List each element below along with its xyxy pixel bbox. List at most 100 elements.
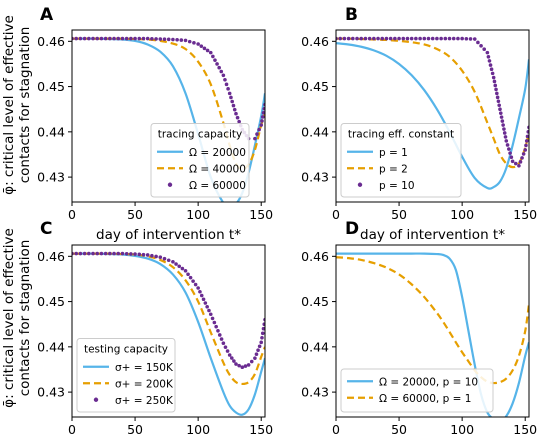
series-point [120, 36, 125, 41]
y-tick-label: 0.46 [37, 34, 65, 49]
series-point [199, 293, 204, 298]
y-tick-label: 0.46 [301, 34, 329, 49]
series-point [78, 251, 83, 256]
series-point [495, 95, 500, 100]
y-axis-title-bottom: φ̄: critical level of effective contacts… [1, 228, 33, 408]
series-point [456, 36, 460, 41]
series-point [430, 36, 435, 41]
legend-label: p = 1 [379, 147, 408, 159]
series-point [166, 258, 171, 263]
y-axis-title-bottom-line1: φ̄: critical level of effective [1, 228, 17, 408]
series-point [259, 340, 264, 345]
series-point [180, 266, 185, 271]
series-point [223, 345, 228, 349]
series-point [338, 36, 343, 41]
x-tick-label: 50 [127, 422, 143, 437]
series-point [201, 297, 206, 302]
series-point [124, 251, 129, 256]
series-2 [336, 256, 529, 385]
series-point [249, 359, 254, 364]
legend-label: Ω = 20000 [189, 147, 246, 159]
series-point [261, 326, 265, 331]
series-point [154, 37, 158, 41]
series-point [479, 44, 483, 48]
x-tick-label: 0 [68, 422, 76, 437]
y-tick-label: 0.44 [37, 339, 65, 354]
series-point [497, 103, 501, 108]
series-point [196, 42, 200, 46]
series-point [523, 148, 528, 152]
series-point [129, 252, 133, 256]
series-point [393, 36, 397, 41]
x-tick-label: 0 [68, 207, 76, 222]
series-line [336, 252, 529, 417]
series-point [223, 77, 227, 82]
series-point [137, 252, 142, 257]
series-point [221, 73, 226, 78]
y-tick-label: 0.44 [301, 124, 329, 139]
series-point [219, 337, 224, 341]
series-point [246, 363, 251, 367]
series-point [526, 130, 529, 134]
series-point [262, 106, 265, 111]
series-point [221, 341, 226, 346]
legend-entry: Ω = 20000 [157, 147, 246, 159]
series-point [435, 36, 439, 41]
series-1 [336, 252, 529, 417]
series-point [183, 269, 188, 273]
series-point [397, 36, 401, 41]
series-point [205, 304, 209, 309]
series-point [235, 115, 240, 120]
series-point [150, 36, 154, 41]
series-point [82, 251, 87, 256]
series-point [188, 275, 193, 280]
series-point [227, 353, 232, 357]
legend-entry: Ω = 60000 [167, 180, 246, 192]
series-point [494, 87, 498, 92]
axes-frame [335, 244, 530, 418]
series-point [87, 36, 91, 41]
series-point [255, 132, 259, 136]
series-point [495, 91, 499, 96]
legend-entry: p = 1 [347, 147, 408, 159]
x-tick-label: 100 [186, 422, 210, 437]
series-point [468, 37, 473, 41]
axes-frame [335, 29, 530, 203]
series-point [376, 36, 380, 41]
series-line [336, 256, 529, 385]
series-point [418, 36, 422, 41]
legend-box [76, 338, 176, 413]
legend: Ω = 20000, p = 10 Ω = 60000, p = 1 [340, 368, 494, 413]
series-point [231, 103, 236, 108]
series-point [74, 36, 79, 41]
x-tick-label: 150 [249, 422, 273, 437]
series-point [162, 256, 167, 261]
legend-entry: Ω = 20000, p = 10 [347, 376, 478, 388]
x-tick-label: 150 [513, 422, 537, 437]
series-point [496, 99, 501, 104]
series-point [216, 329, 220, 333]
series-point [116, 251, 121, 256]
legend-label: σ+ = 250K [115, 395, 174, 407]
series-point [260, 335, 264, 340]
legend-label: σ+ = 150K [115, 362, 174, 374]
series-point [229, 356, 234, 360]
series-point [380, 36, 385, 41]
legend-title: tracing capacity [158, 129, 243, 141]
series-point [230, 99, 235, 104]
series-point [213, 58, 217, 62]
series-point [487, 59, 492, 63]
series-point [243, 364, 248, 368]
series-3 [336, 36, 529, 168]
series-point [150, 253, 154, 258]
series-point [460, 36, 464, 41]
series-point [124, 36, 129, 41]
series-point [133, 252, 137, 256]
series-point [95, 36, 100, 41]
series-point [187, 39, 192, 44]
legend-entry: σ+ = 250K [93, 395, 174, 407]
series-point [133, 36, 137, 41]
series-point [261, 111, 265, 115]
series-point [443, 36, 448, 41]
series-point [342, 36, 347, 41]
